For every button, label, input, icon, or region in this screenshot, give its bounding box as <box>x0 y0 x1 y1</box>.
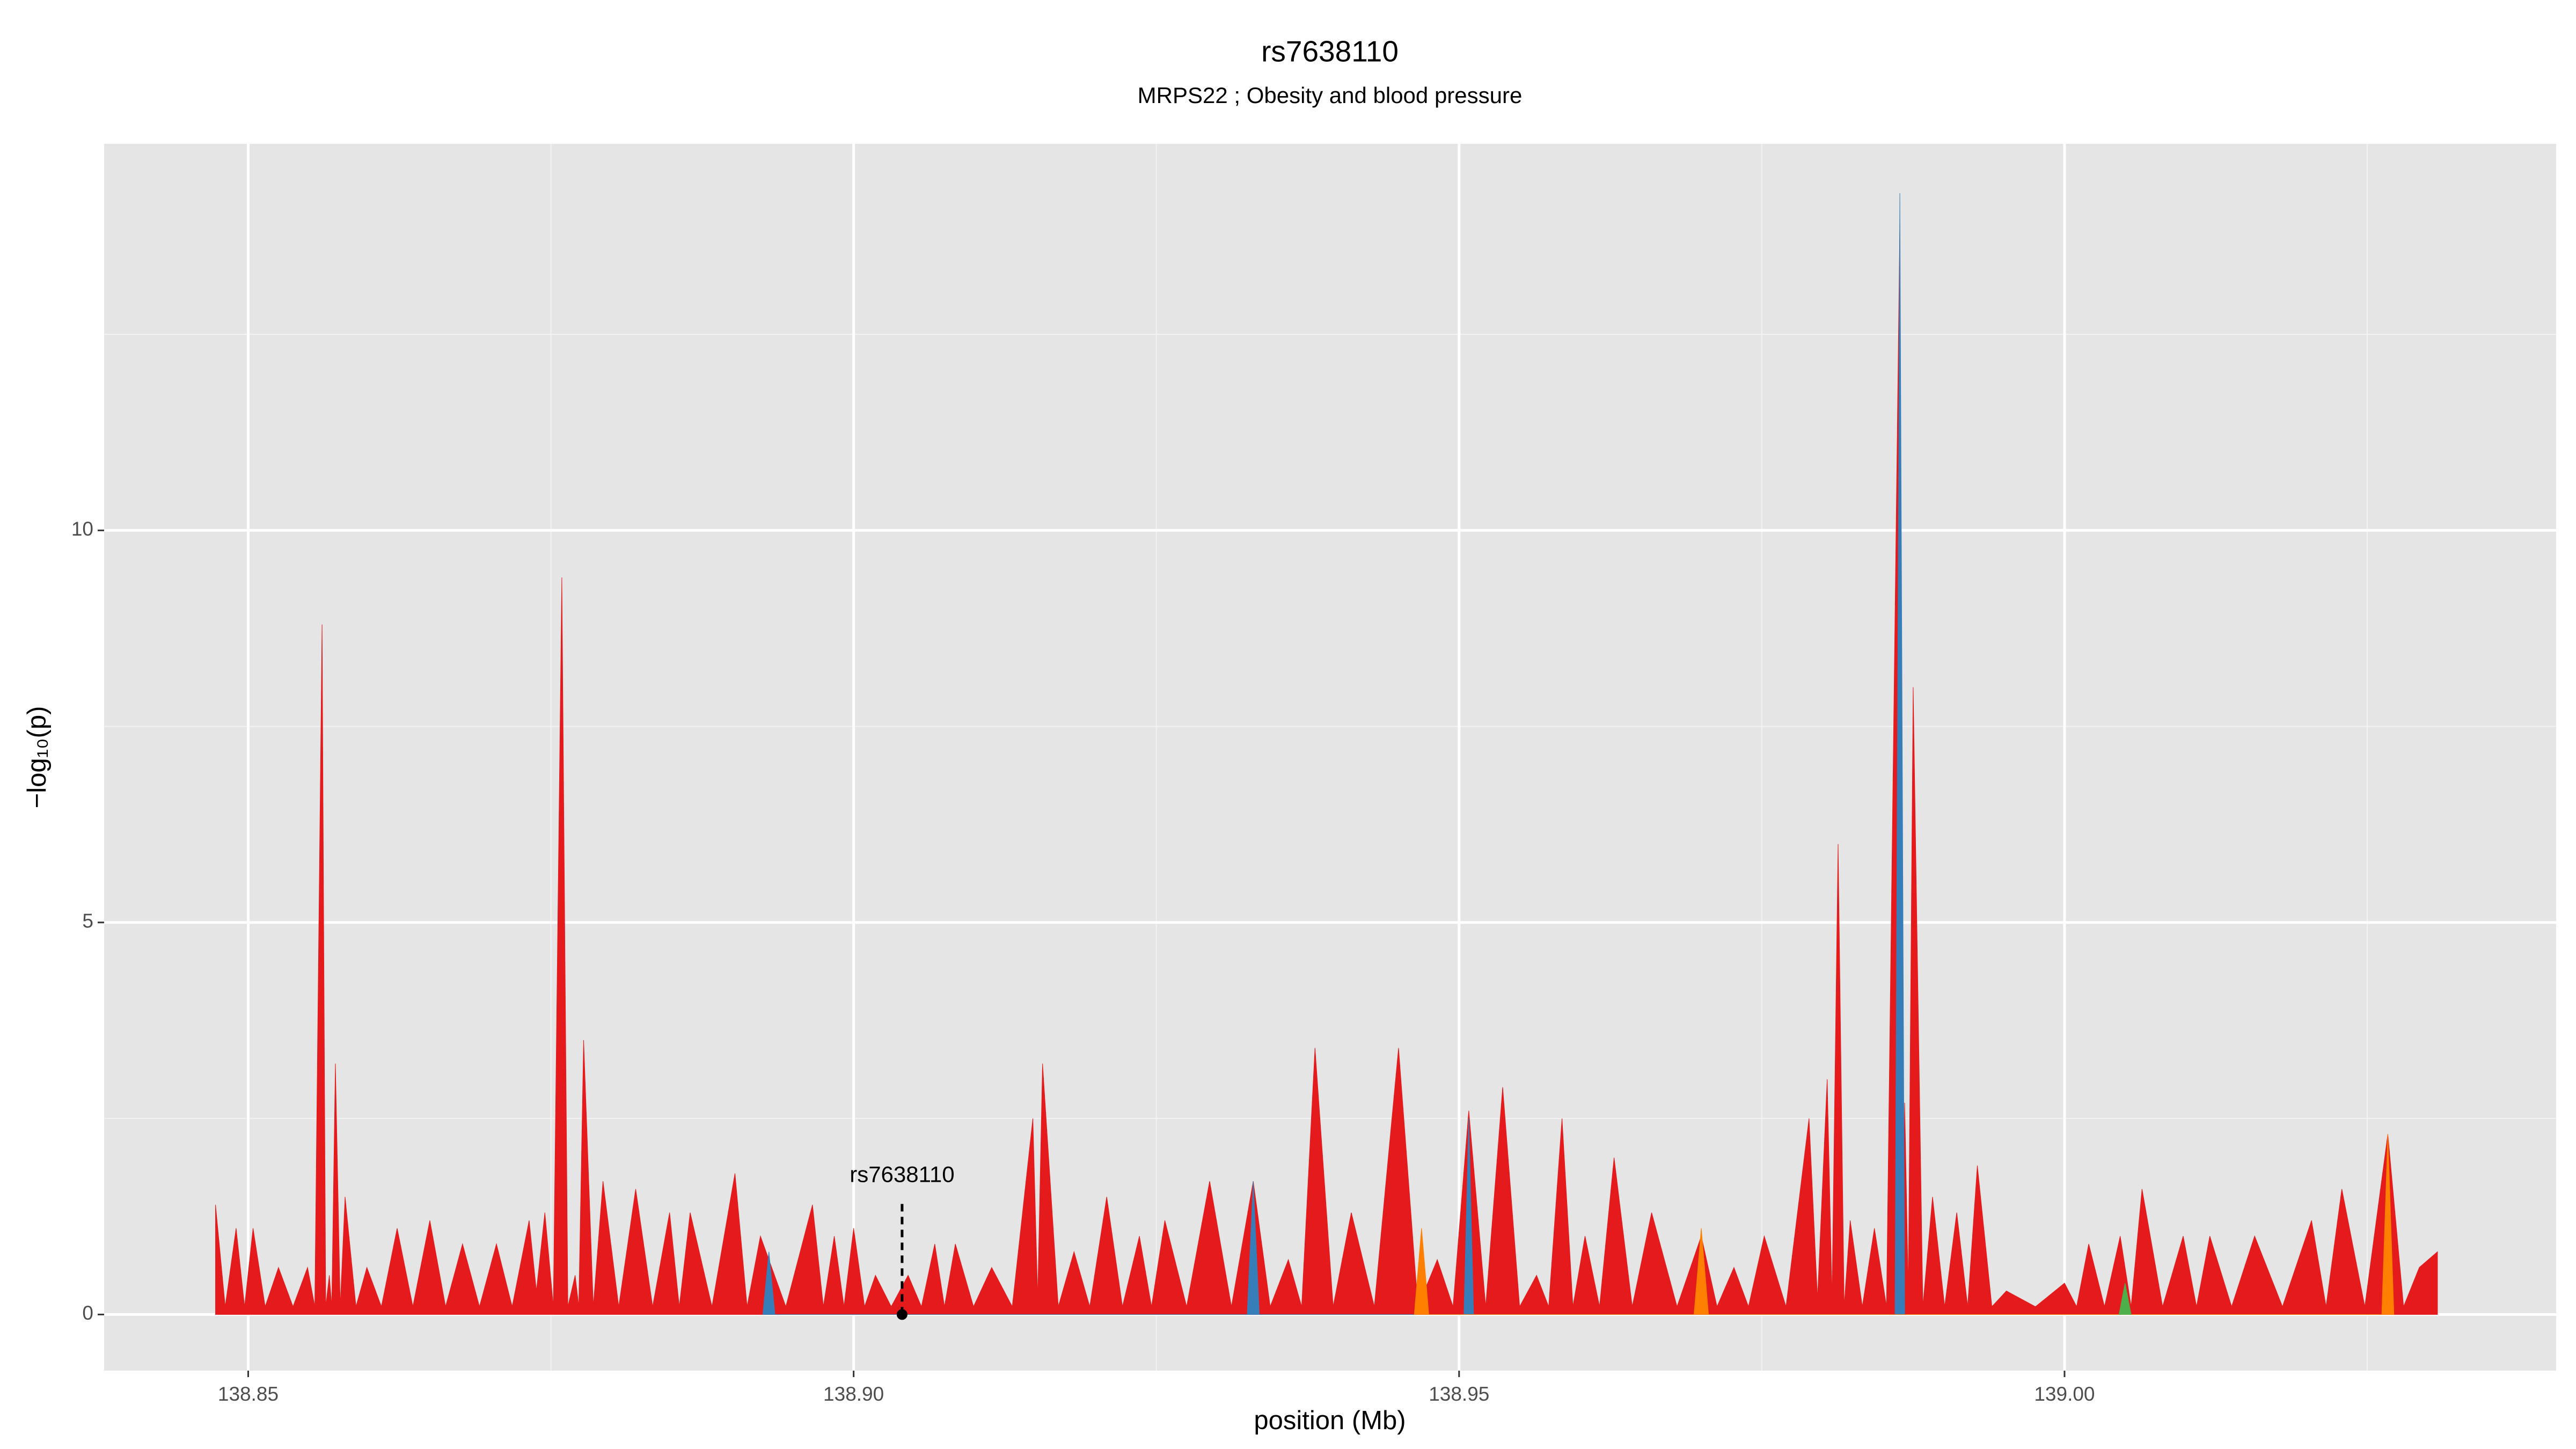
y-tick-label: 10 <box>71 518 93 540</box>
x-axis-label: position (Mb) <box>1254 1406 1406 1435</box>
chart-subtitle: MRPS22 ; Obesity and blood pressure <box>1138 83 1523 108</box>
plot-panel <box>104 144 2556 1371</box>
y-tick-label: 0 <box>82 1302 93 1324</box>
chart-title: rs7638110 <box>1261 35 1399 68</box>
area-series <box>1414 1134 2395 1315</box>
area-series <box>2118 1283 2132 1315</box>
x-tick-label: 138.95 <box>1429 1383 1489 1405</box>
y-axis-label: −log₁₀(p) <box>23 706 52 809</box>
x-tick-label: 139.00 <box>2034 1383 2095 1405</box>
annotation-label: rs7638110 <box>850 1161 954 1187</box>
annotation-point <box>896 1309 908 1320</box>
x-tick-label: 138.90 <box>823 1383 884 1405</box>
area-series <box>215 224 2438 1315</box>
x-tick-label: 138.85 <box>218 1383 279 1405</box>
y-tick-label: 5 <box>82 910 93 932</box>
